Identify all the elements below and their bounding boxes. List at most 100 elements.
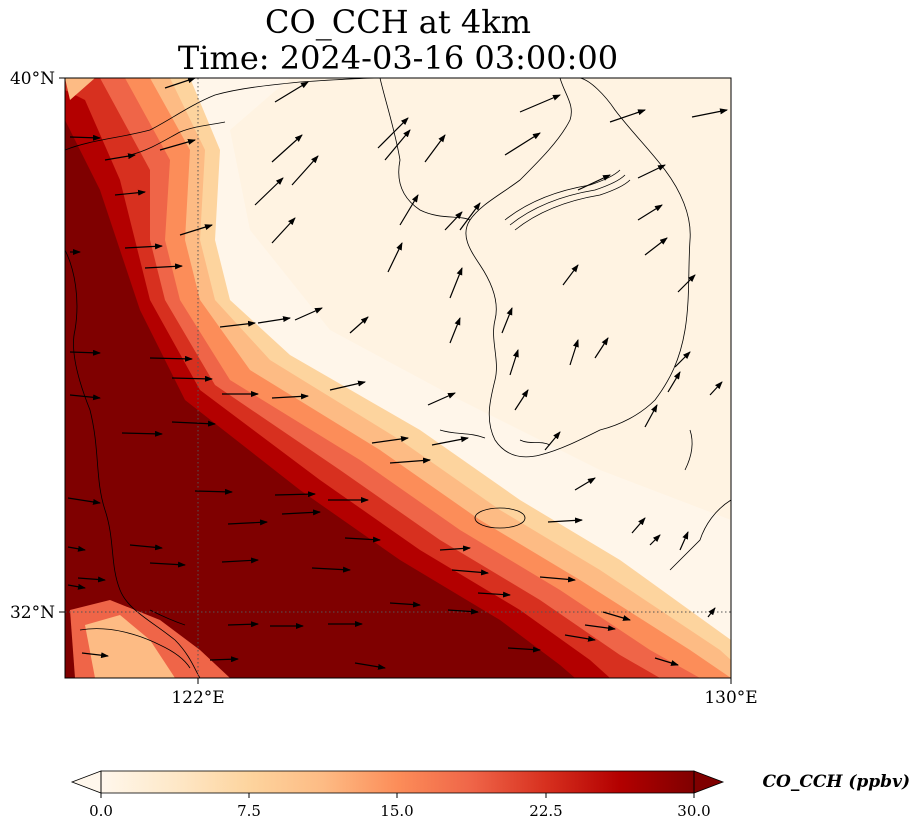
wind-vector xyxy=(504,132,541,156)
field-light-band xyxy=(230,78,731,520)
wind-vector xyxy=(69,134,101,141)
wind-vector xyxy=(679,531,689,551)
chart-title-line1: CO_CCH at 4km xyxy=(265,3,531,41)
x-tick-label-122e: 122°E xyxy=(171,688,224,708)
wind-vector xyxy=(691,108,728,118)
wind-vector xyxy=(399,194,419,226)
wind-vector xyxy=(577,174,611,191)
coast-china xyxy=(65,249,201,678)
wind-vector xyxy=(194,488,233,495)
wind-vector xyxy=(644,404,658,428)
wind-vector xyxy=(459,202,481,231)
wind-vector xyxy=(67,497,101,505)
wind-vector xyxy=(329,380,366,391)
wind-vector xyxy=(271,217,296,244)
colorbar: 0.0 7.5 15.0 22.5 30.0 CO_CCH (ppbv) xyxy=(70,770,910,820)
border-dmz-3 xyxy=(514,179,631,231)
wind-vector xyxy=(602,611,631,621)
coast-jeju xyxy=(474,507,526,529)
border-dmz-2 xyxy=(509,174,626,226)
wind-vector xyxy=(159,139,196,151)
wind-vector xyxy=(274,491,316,498)
wind-vector xyxy=(291,155,319,186)
wind-vector xyxy=(444,211,463,231)
wind-vector xyxy=(644,237,668,256)
wind-vector xyxy=(562,264,579,286)
coast-korea xyxy=(465,78,691,458)
wind-vector xyxy=(569,339,579,366)
field-band-7 xyxy=(65,120,575,678)
wind-vector xyxy=(219,320,256,328)
wind-vector xyxy=(149,355,193,362)
wind-vector xyxy=(164,78,196,89)
wind-vector xyxy=(104,153,136,161)
wind-vector xyxy=(654,657,679,666)
wind-vector xyxy=(649,534,661,546)
wind-vector xyxy=(451,569,489,576)
wind-vector xyxy=(594,337,609,359)
wind-vector xyxy=(387,242,403,273)
wind-vector xyxy=(271,393,309,400)
wind-vector xyxy=(227,519,268,526)
axis-ticks xyxy=(59,77,732,684)
wind-vector xyxy=(564,634,596,642)
y-tick-label-40n: 40°N xyxy=(10,69,55,89)
wind-vector xyxy=(507,646,541,653)
map-frame xyxy=(64,77,732,679)
wind-vector xyxy=(349,316,369,334)
wind-vector xyxy=(501,307,513,334)
wind-vector xyxy=(344,536,381,543)
colorbar-extend-min xyxy=(70,770,102,794)
wind-vector xyxy=(271,134,303,163)
wind-vector xyxy=(171,375,213,382)
colorbar-tick-4: 30.0 xyxy=(677,802,710,820)
wind-vector xyxy=(631,517,646,534)
wind-vector xyxy=(544,431,561,451)
colorbar-body xyxy=(101,771,694,793)
colorbar-title: CO_CCH (ppbv) xyxy=(762,772,910,792)
wind-vector xyxy=(389,601,421,608)
wind-vector xyxy=(449,267,463,299)
wind-vector xyxy=(69,394,101,401)
colorbar-tick-1: 7.5 xyxy=(237,802,261,820)
wind-vectors xyxy=(67,78,728,670)
colorbar-tick-0: 0.0 xyxy=(89,802,113,820)
wind-vector xyxy=(354,662,386,670)
field-coastal-patch-light xyxy=(85,615,175,678)
colorbar-tick-2: 15.0 xyxy=(380,802,413,820)
wind-vector xyxy=(667,371,681,393)
wind-vector xyxy=(477,591,511,598)
wind-vector xyxy=(449,317,461,344)
wind-vector xyxy=(121,430,163,437)
wind-vector xyxy=(637,164,666,179)
wind-vector xyxy=(514,389,529,411)
wind-vector xyxy=(389,457,431,464)
wind-vector xyxy=(574,477,596,491)
colorbar-extend-max xyxy=(693,770,725,794)
wind-vector xyxy=(427,392,456,406)
wind-vector xyxy=(69,349,101,356)
wind-vector xyxy=(447,608,479,615)
wind-vector xyxy=(439,545,471,552)
wind-vector xyxy=(171,420,216,427)
coast-japan xyxy=(669,499,731,571)
wind-vector xyxy=(294,307,323,321)
wind-vector xyxy=(209,656,239,663)
wind-vector xyxy=(637,204,663,221)
wind-vector xyxy=(377,117,409,149)
wind-vector xyxy=(179,224,213,236)
wind-vector xyxy=(371,435,409,444)
wind-vector xyxy=(67,545,86,552)
wind-vector xyxy=(539,576,576,583)
wind-vector xyxy=(384,129,411,161)
wind-vector xyxy=(144,263,183,270)
wind-vector xyxy=(674,351,691,368)
wind-vector xyxy=(274,81,309,103)
wind-vector xyxy=(257,316,291,324)
wind-vector xyxy=(129,544,163,551)
wind-vector xyxy=(124,243,163,250)
wind-vector xyxy=(584,624,616,632)
wind-vector xyxy=(67,583,86,590)
wind-vector xyxy=(227,621,259,628)
wind-vector xyxy=(254,177,284,206)
